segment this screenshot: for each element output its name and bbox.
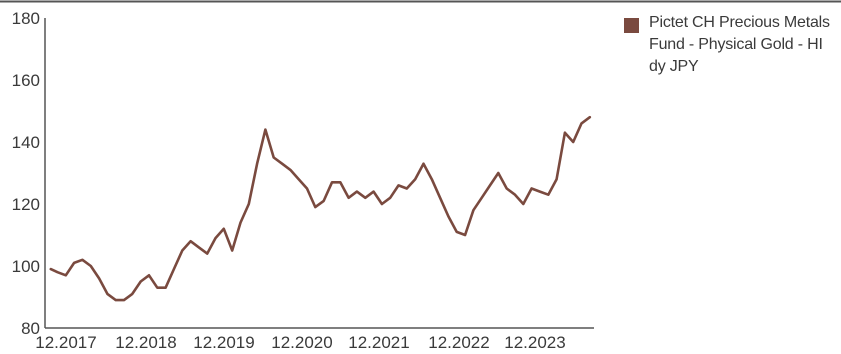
x-tick-label: 12.2020 (271, 333, 332, 352)
x-tick-label: 12.2018 (115, 333, 176, 352)
legend-label: Pictet CH Precious Metals Fund - Physica… (649, 14, 830, 75)
x-axis-ticks: 12.2017 12.2018 12.2019 12.2020 12.2021 12.20… (35, 333, 565, 352)
y-tick-label: 100 (12, 257, 40, 276)
y-tick-label: 160 (12, 71, 40, 90)
y-axis-ticks: 80 100 120 140 160 180 (12, 9, 40, 338)
x-tick-label: 12.2021 (348, 333, 409, 352)
y-tick-label: 180 (12, 9, 40, 28)
y-tick-label: 80 (21, 319, 40, 338)
y-tick-label: 140 (12, 133, 40, 152)
legend-swatch (624, 18, 639, 33)
y-tick-label: 120 (12, 195, 40, 214)
legend: Pictet CH Precious Metals Fund - Physica… (624, 12, 839, 78)
x-tick-label: 12.2023 (504, 333, 565, 352)
series-line-gold-fund (49, 115, 592, 302)
x-tick-label: 12.2017 (35, 333, 96, 352)
x-tick-label: 12.2019 (193, 333, 254, 352)
x-tick-label: 12.2022 (428, 333, 489, 352)
